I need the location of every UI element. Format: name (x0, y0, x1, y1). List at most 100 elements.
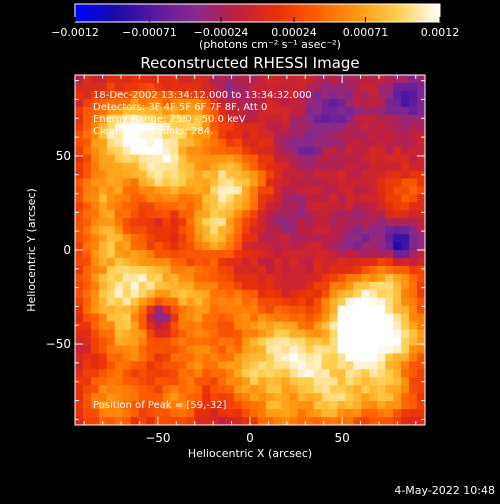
heatmap-cell (234, 122, 243, 132)
heatmap-cell (305, 194, 315, 203)
heatmap-cell (234, 98, 243, 108)
heatmap-cell (122, 321, 132, 331)
heatmap-cell (122, 353, 132, 362)
heatmap-cell (98, 226, 108, 235)
heatmap-cell (361, 218, 370, 227)
heatmap-cell (281, 345, 291, 354)
heatmap-cell (289, 82, 299, 92)
heatmap-cell (226, 377, 235, 386)
heatmap-cell (154, 353, 163, 362)
heatmap-cell (265, 281, 275, 291)
heatmap-cell (170, 242, 179, 251)
heatmap-cell (178, 401, 187, 410)
heatmap-cell (297, 162, 307, 171)
heatmap-cell (154, 297, 163, 307)
heatmap-cell (98, 98, 108, 108)
heatmap-cell (130, 345, 140, 354)
heatmap-cell (337, 90, 346, 100)
heatmap-cell (297, 210, 307, 219)
heatmap-cell (305, 106, 315, 116)
heatmap-cell (82, 345, 92, 354)
heatmap-cell (75, 194, 84, 203)
heatmap-cell (281, 337, 291, 346)
heatmap-cell (361, 226, 370, 235)
heatmap-cell (329, 329, 338, 338)
heatmap-cell (98, 265, 108, 275)
heatmap-cell (305, 90, 315, 100)
heatmap-cell (98, 393, 108, 402)
heatmap-cell (257, 106, 267, 116)
heatmap-cell (305, 210, 315, 219)
heatmap-cell (242, 226, 251, 235)
heatmap-cell (75, 170, 84, 179)
heatmap-cell (170, 361, 179, 370)
heatmap-cell (385, 329, 394, 338)
heatmap-cell (305, 162, 315, 171)
heatmap-cell (361, 162, 370, 171)
heatmap-cell (250, 409, 259, 418)
heatmap-cell (226, 90, 235, 100)
heatmap-cell (377, 146, 386, 156)
heatmap-cell (305, 353, 315, 362)
heatmap-cell (345, 417, 354, 426)
heatmap-cell (218, 82, 227, 92)
heatmap-cell (234, 226, 243, 235)
heatmap-cell (90, 401, 100, 410)
heatmap-cell (226, 257, 235, 267)
heatmap-cell (122, 106, 132, 116)
heatmap-cell (393, 250, 402, 259)
heatmap-cell (114, 106, 124, 116)
heatmap-cell (297, 257, 307, 267)
heatmap-cell (114, 98, 124, 108)
heatmap-cell (377, 289, 386, 299)
heatmap-cell (234, 345, 243, 354)
heatmap-cell (194, 234, 203, 243)
heatmap-cell (345, 289, 354, 299)
heatmap-cell (82, 369, 92, 378)
heatmap-cell (329, 130, 338, 140)
heatmap-cell (210, 369, 219, 378)
heatmap-cell (289, 75, 299, 84)
heatmap-cell (114, 401, 124, 410)
heatmap-cell (194, 170, 203, 179)
heatmap-cell (114, 345, 124, 354)
heatmap-cell (218, 114, 227, 124)
heatmap-cell (289, 122, 299, 132)
heatmap-cell (210, 75, 219, 84)
heatmap-cell (353, 385, 362, 394)
heatmap-cell (369, 313, 378, 323)
heatmap-cell (146, 130, 156, 140)
heatmap-cell (242, 122, 251, 132)
heatmap-cell (114, 162, 124, 171)
heatmap-cell (345, 337, 354, 346)
heatmap-cell (250, 265, 259, 275)
heatmap-cell (401, 106, 410, 116)
heatmap-cell (257, 385, 267, 394)
heatmap-cell (75, 289, 84, 299)
heatmap-cell (321, 75, 331, 84)
heatmap-cell (250, 75, 259, 84)
heatmap-cell (281, 106, 291, 116)
heatmap-cell (337, 281, 346, 291)
heatmap-cell (313, 409, 323, 418)
heatmap-cell (82, 273, 92, 283)
heatmap-cell (329, 313, 338, 323)
heatmap-cell (106, 289, 116, 299)
heatmap-cell (242, 114, 251, 124)
heatmap-cell (170, 289, 179, 299)
heatmap-cell (409, 273, 418, 283)
heatmap-cell (242, 257, 251, 267)
heatmap-cell (82, 234, 92, 243)
heatmap-cell (98, 369, 108, 378)
heatmap-cell (337, 250, 346, 259)
heatmap-cell (337, 409, 346, 418)
heatmap-cell (329, 289, 338, 299)
heatmap-cell (98, 250, 108, 259)
heatmap-cell (385, 250, 394, 259)
heatmap-cell (90, 289, 100, 299)
heatmap-cell (273, 305, 283, 315)
heatmap-cell (321, 361, 331, 370)
heatmap-cell (377, 122, 386, 132)
heatmap-cell (265, 313, 275, 323)
heatmap-cell (305, 234, 315, 243)
